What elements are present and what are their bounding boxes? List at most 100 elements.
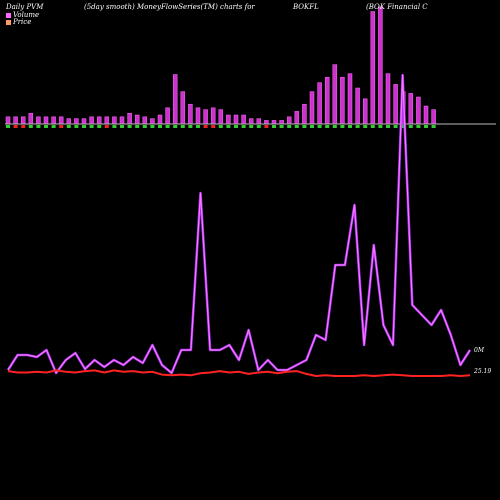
volume-bar [127, 112, 132, 125]
volume-bar [104, 116, 110, 125]
direction-marker [393, 125, 398, 128]
volume-bar [150, 118, 155, 125]
volume-bar [66, 118, 72, 125]
direction-marker [188, 125, 193, 128]
volume-bar [347, 73, 353, 125]
volume-bar [271, 120, 277, 125]
direction-marker [120, 125, 124, 128]
direction-marker [51, 125, 56, 128]
volume-bar [423, 105, 429, 125]
direction-marker [264, 125, 269, 128]
direction-marker [325, 125, 330, 128]
direction-marker [279, 125, 284, 128]
volume-bar [416, 96, 421, 125]
direction-marker [21, 125, 26, 128]
direction-marker [74, 125, 79, 128]
volume-bar [36, 116, 41, 125]
volume-bar [96, 116, 102, 125]
volume-bar [89, 116, 94, 125]
volume-bar [294, 111, 300, 125]
direction-marker [59, 125, 64, 128]
volume-bar [210, 107, 216, 125]
price-end-label: 25.19 [474, 368, 492, 375]
direction-marker [234, 125, 238, 128]
direction-marker [256, 125, 261, 128]
price-line [7, 369, 471, 377]
volume-bar [241, 114, 246, 125]
volume-bar [51, 116, 56, 125]
chart-subtitle: (5day smooth) MoneyFlowSeries(TM) charts… [84, 3, 255, 11]
direction-marker [180, 125, 185, 128]
volume-bar [362, 98, 368, 125]
direction-marker [203, 125, 208, 128]
direction-marker [249, 125, 254, 128]
direction-marker [355, 125, 360, 128]
volume-bar [28, 112, 34, 125]
ticker-symbol: BOKFL [293, 3, 319, 11]
company-name: (BOK Financial C [366, 3, 428, 11]
direction-marker [340, 125, 345, 128]
direction-marker [211, 125, 216, 128]
direction-marker [104, 125, 109, 128]
volume-bar [218, 109, 224, 125]
direction-marker [89, 125, 94, 128]
direction-marker [416, 125, 421, 128]
volume-bar [340, 76, 345, 125]
legend-volume: Volume [6, 11, 39, 19]
direction-marker [44, 125, 48, 128]
direction-marker [135, 125, 140, 128]
direction-marker [13, 125, 18, 128]
direction-marker [378, 125, 383, 128]
direction-marker [287, 125, 292, 128]
volume-bar [195, 107, 201, 125]
volume-bar [286, 116, 292, 125]
direction-marker [142, 125, 147, 128]
volume-bar [134, 114, 140, 125]
legend-volume-label: Volume [13, 11, 40, 19]
volume-bar [309, 91, 315, 125]
volume-bar [324, 76, 330, 125]
direction-marker [302, 125, 307, 128]
volume-bars [5, 6, 436, 128]
direction-marker [36, 125, 41, 128]
volume-bar [20, 116, 26, 125]
direction-marker [294, 125, 299, 128]
volume-bar [74, 118, 79, 125]
volume-bar [172, 74, 178, 125]
volume-bar [332, 64, 338, 125]
volume-bar [142, 116, 148, 125]
volume-bar [5, 116, 11, 125]
legend-price-label: Price [13, 18, 32, 26]
volume-bar [256, 118, 262, 125]
direction-marker [28, 125, 33, 128]
legend-price-swatch [6, 19, 11, 25]
direction-marker [82, 125, 86, 128]
volume-bar [385, 73, 391, 125]
volume-bar [302, 103, 307, 125]
direction-marker [165, 125, 170, 128]
legend-price: Price [6, 18, 31, 26]
direction-marker [6, 125, 10, 128]
direction-marker [218, 125, 223, 128]
direction-marker [66, 125, 71, 128]
volume-bar [408, 93, 414, 125]
volume-bar [180, 91, 186, 125]
volume-bar [233, 114, 239, 125]
direction-marker [424, 125, 428, 128]
volume-bar [188, 103, 193, 125]
volume-bar [43, 116, 49, 125]
volume-bar [370, 11, 376, 125]
volume-bar [279, 120, 284, 125]
direction-marker [112, 125, 117, 128]
direction-marker [332, 125, 337, 128]
direction-marker [363, 125, 368, 128]
direction-marker [150, 125, 155, 128]
direction-marker [386, 125, 390, 128]
direction-marker [431, 125, 436, 128]
direction-marker [173, 125, 178, 128]
direction-marker [226, 125, 231, 128]
volume-bar [13, 116, 18, 125]
direction-marker [408, 125, 413, 128]
direction-marker [317, 125, 322, 128]
